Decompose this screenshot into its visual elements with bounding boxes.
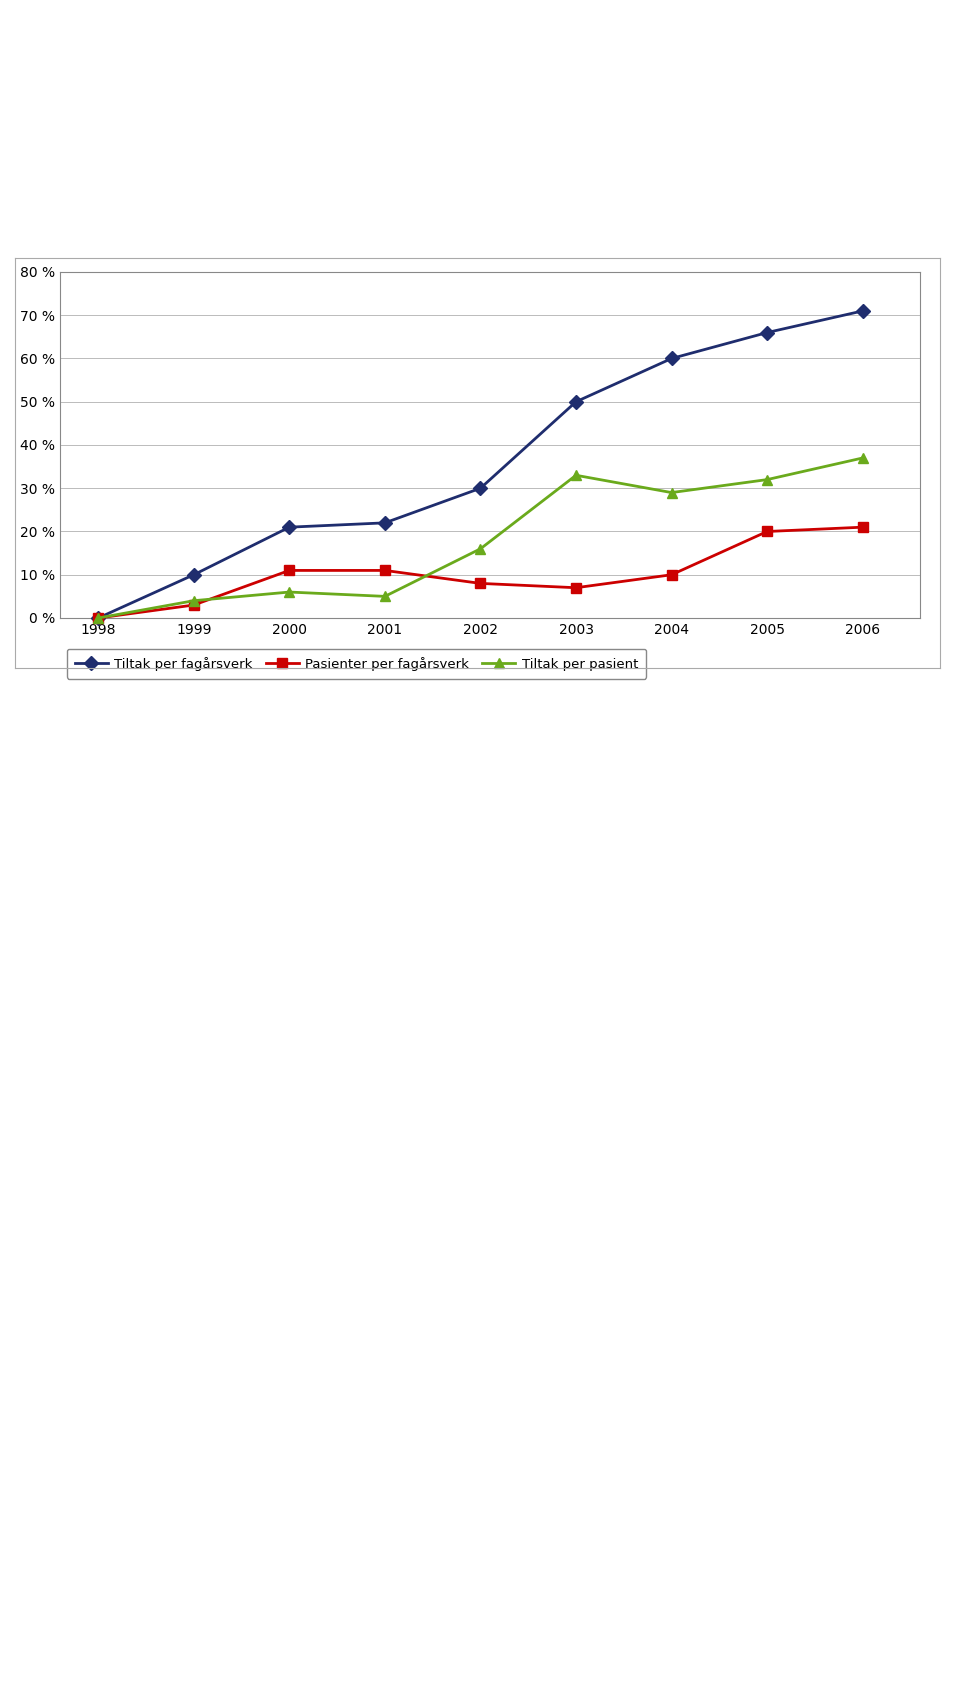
- Legend: Tiltak per fagårsverk, Pasienter per fagårsverk, Tiltak per pasient: Tiltak per fagårsverk, Pasienter per fag…: [66, 648, 646, 679]
